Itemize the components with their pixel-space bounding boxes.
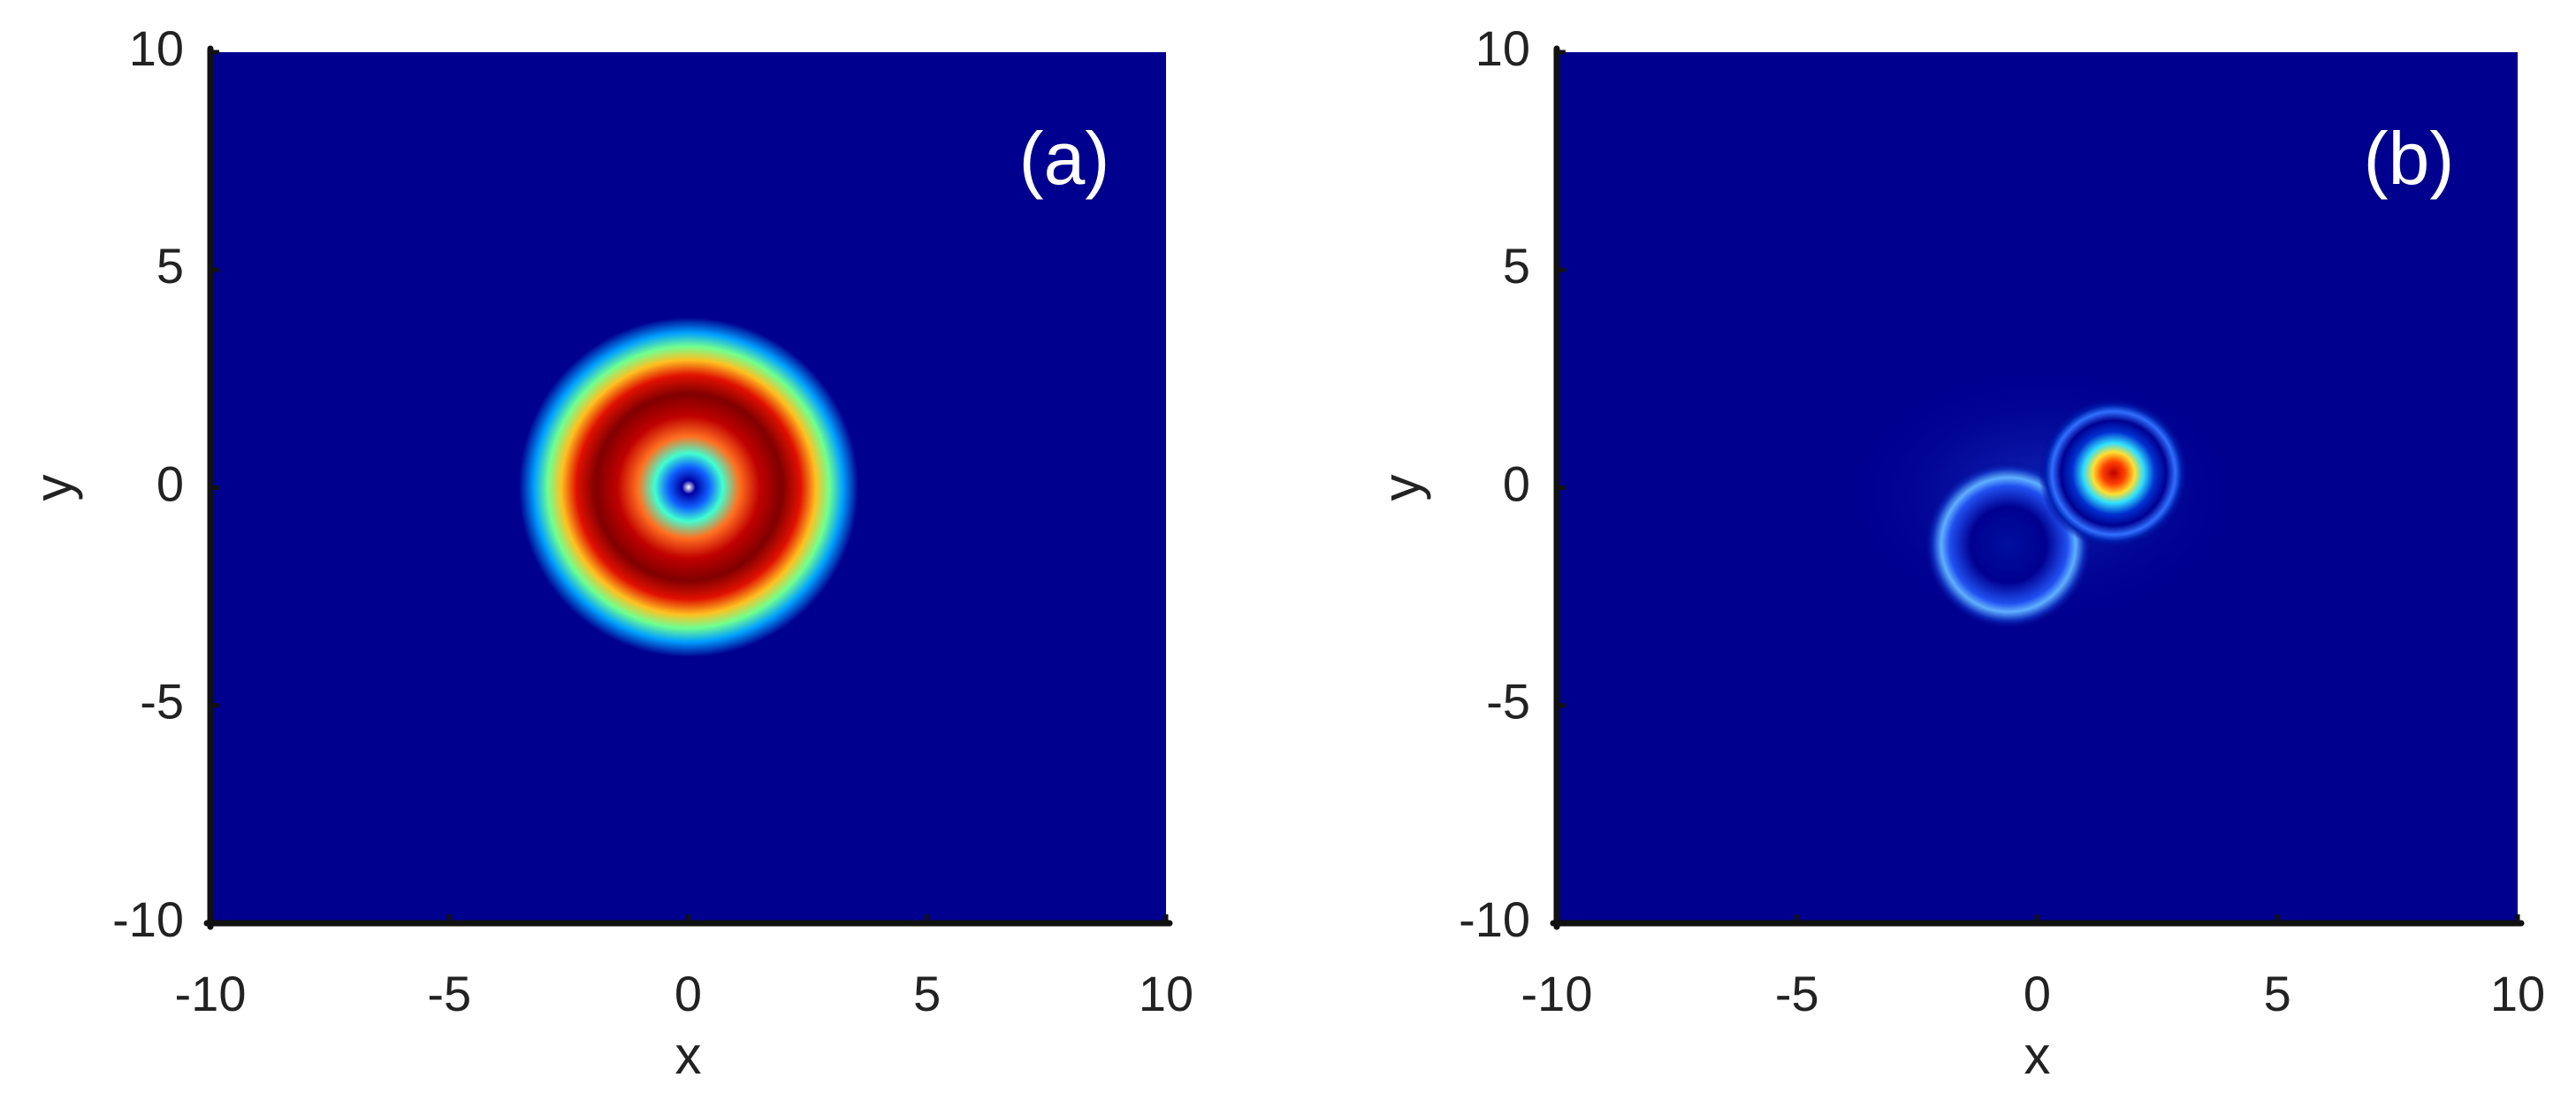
x-tick-label: 10: [2490, 966, 2545, 1021]
panel-a-image: [210, 52, 1166, 923]
x-tick-label: -10: [175, 966, 247, 1021]
x-tick-label: 0: [2023, 966, 2051, 1021]
y-tick-label: 5: [1503, 238, 1530, 294]
y-tick-label: -5: [1486, 674, 1530, 730]
x-tick-label: 10: [1139, 966, 1193, 1021]
y-tick-label: -10: [1459, 891, 1530, 947]
panel-annotation: (a): [1019, 117, 1110, 200]
y-axis-label: y: [24, 475, 83, 501]
x-tick-label: 5: [913, 966, 941, 1021]
panel-annotation: (b): [2364, 117, 2455, 200]
y-tick-label: 10: [1475, 20, 1530, 76]
y-tick-label: -5: [140, 674, 184, 730]
y-tick-label: 0: [156, 455, 184, 511]
x-tick-label: -10: [1521, 966, 1593, 1021]
y-tick-label: -10: [112, 891, 184, 947]
x-tick-label: -5: [1775, 966, 1819, 1021]
x-axis-label: x: [675, 1026, 702, 1085]
y-tick-label: 10: [129, 20, 184, 76]
x-axis-label: x: [2024, 1026, 2051, 1085]
y-axis-label: y: [1372, 475, 1431, 501]
y-tick-label: 0: [1503, 455, 1530, 511]
y-tick-label: 5: [156, 238, 184, 294]
panel-b-image: [1557, 52, 2518, 923]
x-tick-label: 0: [674, 966, 702, 1021]
x-tick-label: -5: [427, 966, 471, 1021]
x-tick-label: 5: [2264, 966, 2291, 1021]
